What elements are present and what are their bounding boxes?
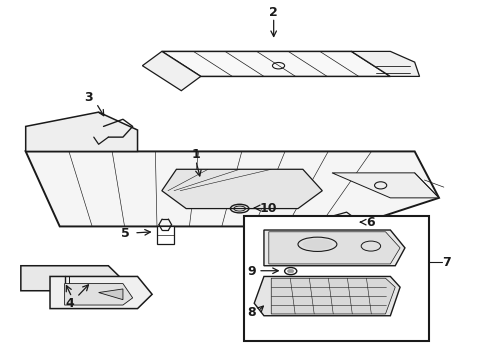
Polygon shape <box>162 51 389 76</box>
Text: 10: 10 <box>260 202 277 215</box>
Polygon shape <box>64 284 132 305</box>
Text: 8: 8 <box>247 306 256 319</box>
Text: 5: 5 <box>121 227 129 240</box>
Polygon shape <box>351 51 419 76</box>
Polygon shape <box>21 266 122 291</box>
Bar <box>244 216 428 341</box>
Polygon shape <box>268 232 399 264</box>
Text: 6: 6 <box>366 216 374 229</box>
Text: 3: 3 <box>84 91 93 104</box>
Polygon shape <box>264 230 404 266</box>
Text: 1: 1 <box>191 148 200 162</box>
Text: 2: 2 <box>269 6 278 19</box>
Text: 4: 4 <box>65 297 74 310</box>
Polygon shape <box>50 276 152 309</box>
Polygon shape <box>99 289 122 300</box>
Ellipse shape <box>302 239 331 249</box>
Polygon shape <box>162 169 322 208</box>
Polygon shape <box>271 278 394 314</box>
Polygon shape <box>331 173 438 198</box>
Polygon shape <box>157 226 174 244</box>
Text: 7: 7 <box>441 256 450 269</box>
Polygon shape <box>26 152 438 226</box>
Ellipse shape <box>287 269 293 273</box>
Polygon shape <box>142 51 201 91</box>
Polygon shape <box>254 276 399 316</box>
Text: 9: 9 <box>247 265 256 278</box>
Polygon shape <box>26 112 137 152</box>
